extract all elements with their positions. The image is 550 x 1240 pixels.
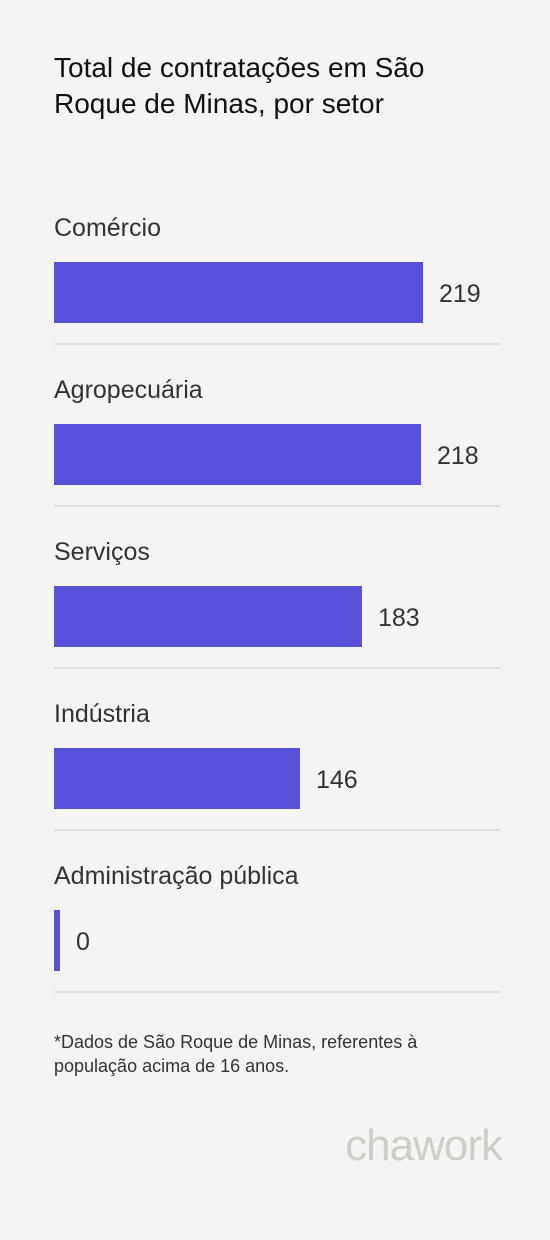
value-label-servicos: 183 [378,604,420,632]
value-label-administracao-publica: 0 [76,928,90,956]
bar-row-comercio: Comércio 219 [54,200,501,362]
bar-agropecuaria [54,424,421,485]
chart-title: Total de contratações em São Roque de Mi… [54,52,425,119]
row-divider [54,343,501,345]
bar-row-agropecuaria: Agropecuária 218 [54,362,501,524]
bar-administracao-publica [54,910,60,971]
bar-row-servicos: Serviços 183 [54,524,501,686]
row-divider [54,991,501,993]
value-label-comercio: 219 [439,280,481,308]
value-label-industria: 146 [316,766,358,794]
category-label-servicos: Serviços [54,538,150,566]
category-label-industria: Indústria [54,700,150,728]
category-label-agropecuaria: Agropecuária [54,376,203,404]
bar-comercio [54,262,423,323]
footnote: *Dados de São Roque de Minas, referentes… [54,1032,418,1076]
category-label-comercio: Comércio [54,214,161,242]
value-label-agropecuaria: 218 [437,442,479,470]
bar-industria [54,748,300,809]
chawork-logo: chawork [345,1121,503,1170]
bar-row-administracao-publica: Administração pública 0 [54,848,501,1010]
row-divider [54,505,501,507]
bar-servicos [54,586,362,647]
row-divider [54,829,501,831]
category-label-administracao-publica: Administração pública [54,862,299,890]
row-divider [54,667,501,669]
bar-row-industria: Indústria 146 [54,686,501,848]
bar-chart: Comércio 219 Agropecuária 218 Serviços 183 Ind… [54,200,501,1010]
